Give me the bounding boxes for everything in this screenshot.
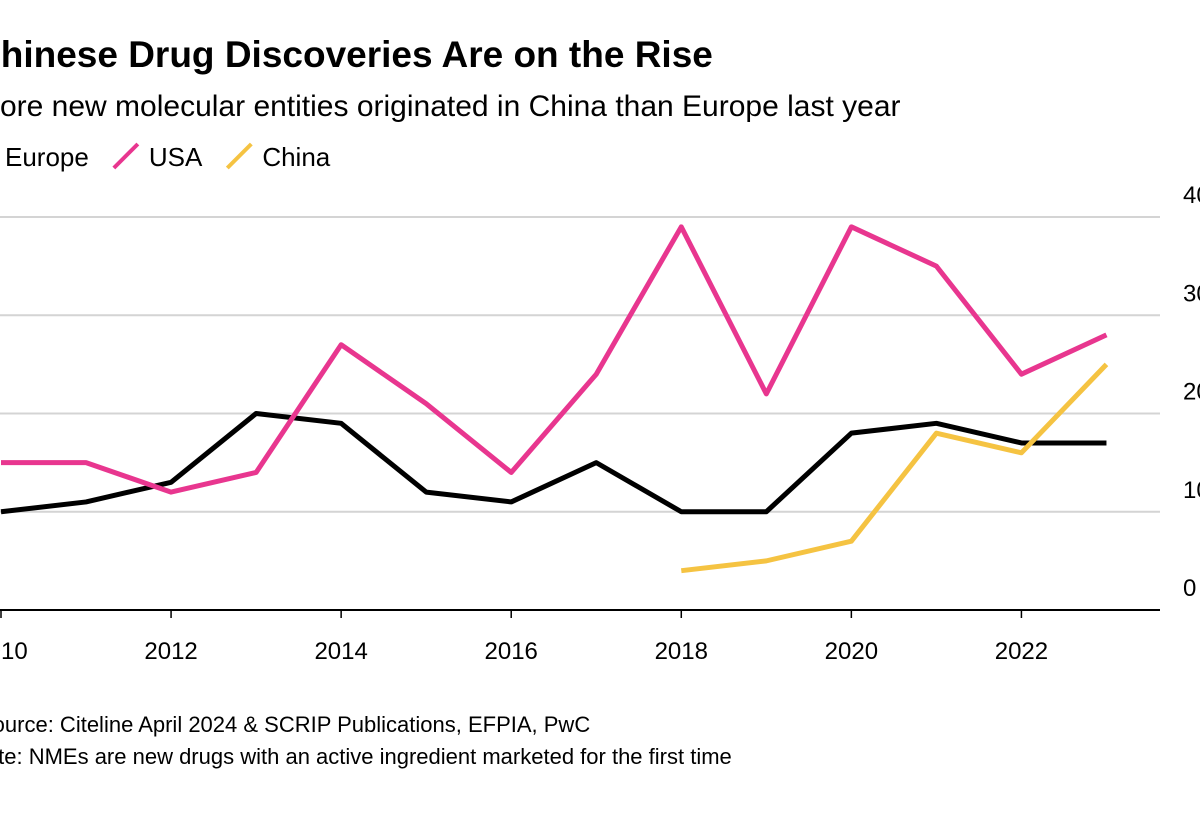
series-line [680,362,1109,574]
source: Source: Citeline April 2024 & SCRIP Publ… [0,712,590,737]
x-tick-label: 2014 [314,638,367,665]
chart-subtitle: More new molecular entities originated i… [0,90,901,123]
y-tick-label: 40 [1183,182,1200,209]
note: Note: NMEs are new drugs with an active … [0,744,732,769]
x-tick-label: 2010 [0,638,28,665]
x-tick-label: 2016 [485,638,538,665]
y-tick-label: 30 [1183,280,1200,307]
legend-label: USA [149,142,203,172]
legend-label: China [262,142,330,172]
y-tick-label: 10 [1183,477,1200,504]
x-tick-label: 2012 [144,638,197,665]
x-tick-label: 2020 [825,638,878,665]
x-tick-label: 2022 [995,638,1048,665]
legend-label: Europe [5,142,89,172]
chart-title: Chinese Drug Discoveries Are on the Rise [0,34,713,75]
y-tick-label: 20 [1183,379,1200,406]
series-line [0,411,1107,515]
series-line [1,224,1108,495]
y-tick-label: 0 [1183,575,1196,602]
legend-swatch [112,142,140,170]
x-tick-label: 2018 [655,638,708,665]
legend-swatch [225,142,253,170]
